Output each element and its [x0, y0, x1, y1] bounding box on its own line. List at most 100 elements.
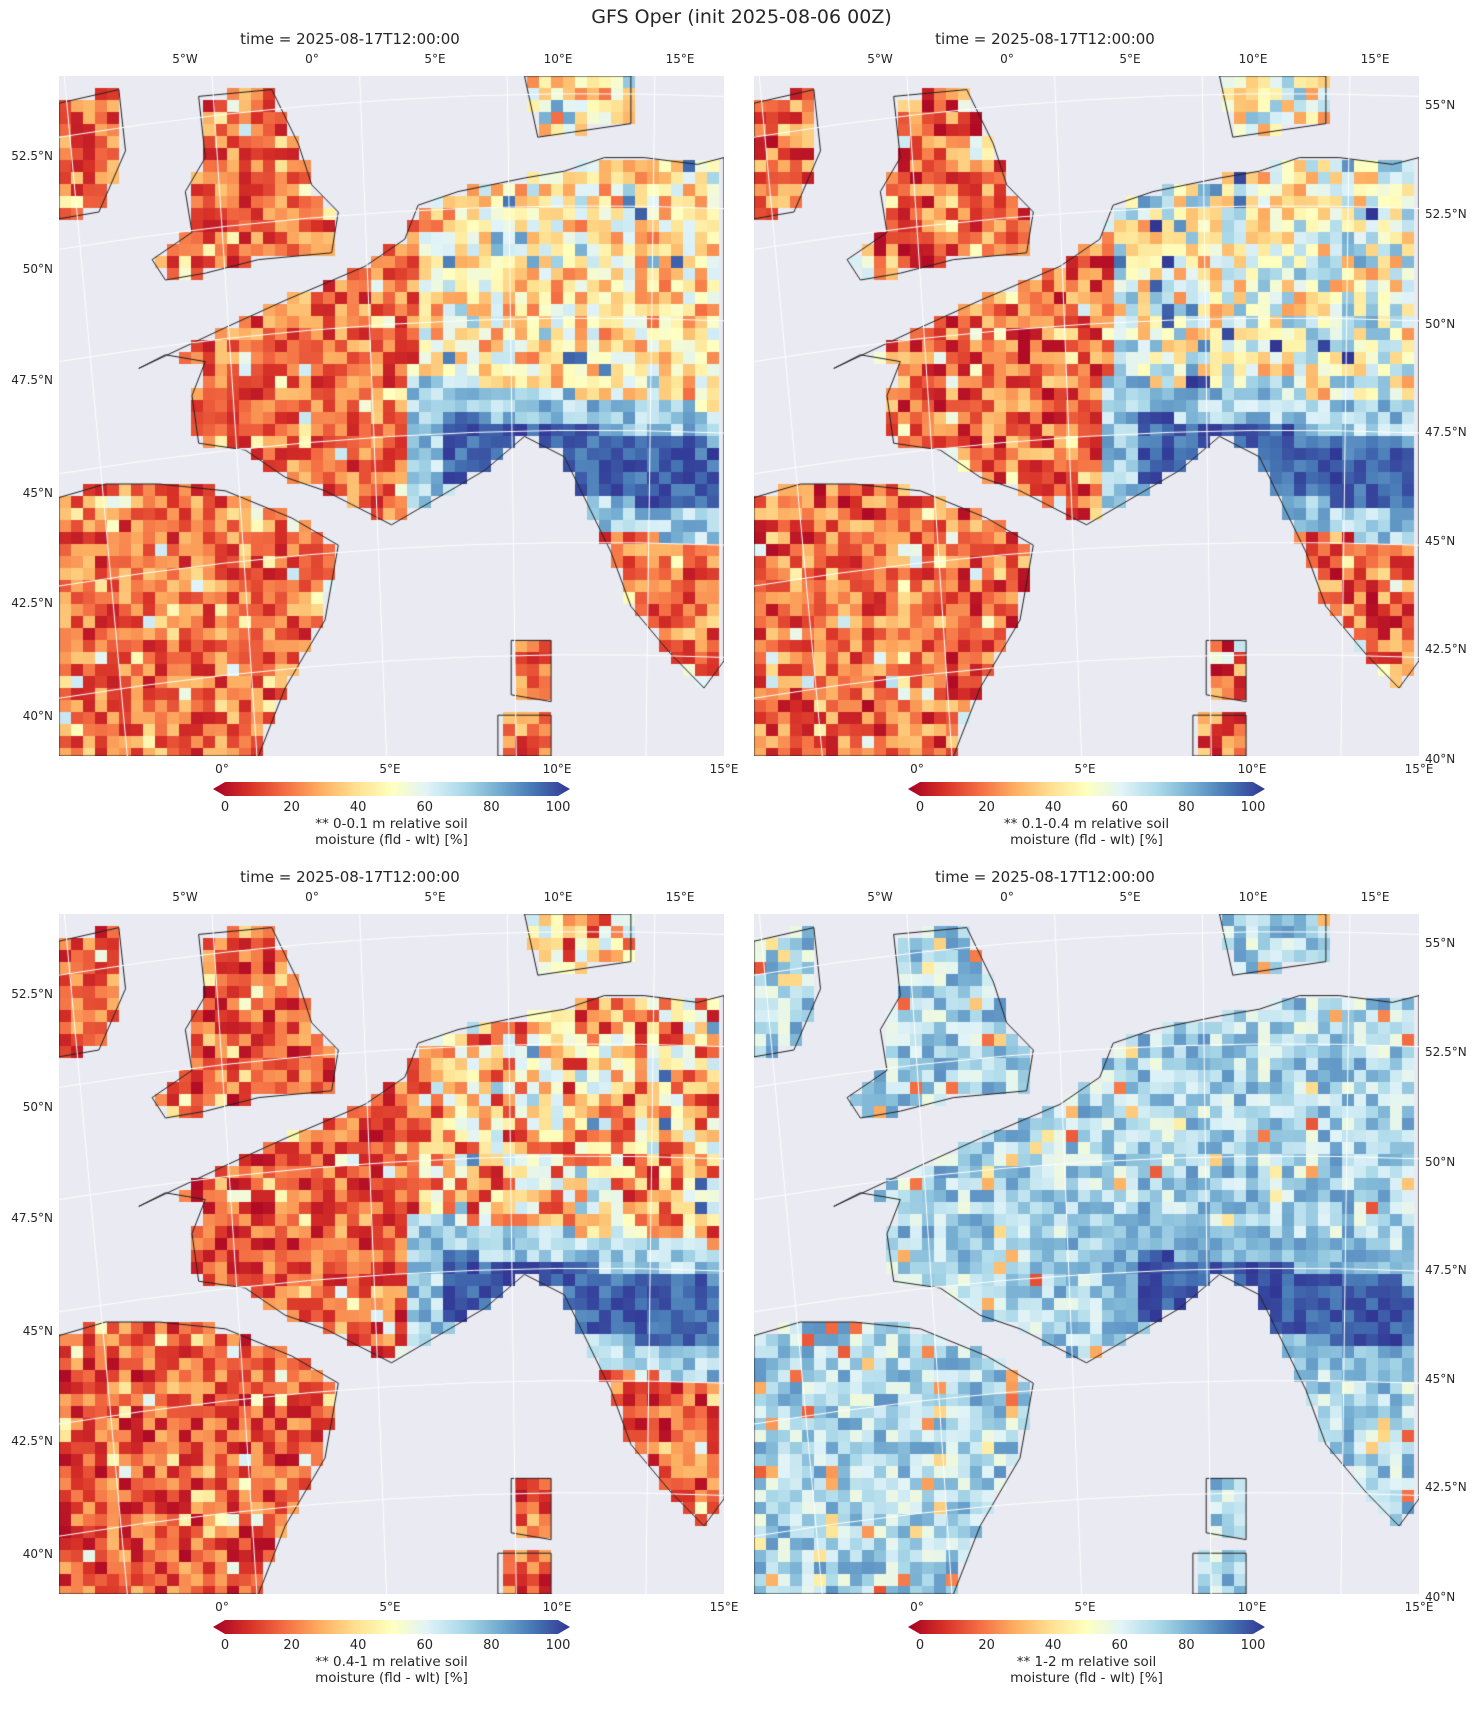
colorbar-gradient — [908, 1620, 1265, 1634]
colorbar-tick-label: 100 — [545, 800, 571, 815]
lat-label-left: 52.5°N — [11, 149, 53, 163]
lat-label-left: 45°N — [22, 1324, 53, 1338]
lon-label-top: 15°E — [665, 52, 695, 66]
lat-label-right: 45°N — [1425, 534, 1456, 548]
lon-label-top: 10°E — [543, 52, 573, 66]
colorbar-tick-label: 20 — [978, 800, 995, 815]
lon-label-top: 0° — [1000, 52, 1014, 66]
lon-label-bottom: 15°E — [1404, 762, 1434, 776]
lon-label-top: 15°E — [1360, 890, 1390, 904]
colorbar-tick-label: 40 — [1044, 1638, 1062, 1653]
lon-label-top: 5°W — [867, 52, 893, 66]
map-raster — [754, 76, 1419, 756]
colorbar-tick-label: 40 — [349, 1638, 367, 1653]
colorbar-tick-label: 100 — [545, 1638, 571, 1653]
lon-label-top: 10°E — [1238, 52, 1268, 66]
soil-moisture-map — [754, 76, 1419, 756]
panel-title: time = 2025-08-17T12:00:00 — [935, 30, 1155, 48]
lon-label-bottom: 0° — [215, 762, 229, 776]
colorbar-tick-label: 60 — [416, 1638, 434, 1653]
figure-title: GFS Oper (init 2025-08-06 00Z) — [591, 6, 892, 28]
lon-label-bottom: 15°E — [709, 1600, 739, 1614]
colorbar-label: ** 0.1-0.4 m relative soil moisture (fld … — [1003, 816, 1170, 848]
soil-moisture-map — [754, 914, 1419, 1594]
lat-label-left: 40°N — [22, 709, 53, 723]
colorbar — [908, 1620, 1265, 1634]
lon-label-bottom: 10°E — [542, 1600, 572, 1614]
lat-label-right: 52.5°N — [1425, 1045, 1467, 1059]
lon-label-bottom: 5°E — [1074, 762, 1096, 776]
colorbar-tick-label: 0 — [915, 1638, 925, 1653]
lat-label-left: 42.5°N — [11, 596, 53, 610]
map-panel: time = 2025-08-17T12:00:00 5°W 0° 5°E 10°E 15… — [0, 868, 738, 1698]
colorbar-tick-label: 80 — [483, 1638, 500, 1653]
lon-label-top: 15°E — [1360, 52, 1390, 66]
lon-label-bottom: 5°E — [1074, 1600, 1096, 1614]
colorbar-tick-label: 60 — [1111, 800, 1129, 815]
colorbar-label: ** 0-0.1 m relative soil moisture (fld - … — [315, 816, 468, 848]
lon-label-bottom: 15°E — [709, 762, 739, 776]
lat-label-right: 52.5°N — [1425, 207, 1467, 221]
map-raster — [59, 76, 724, 756]
lat-label-left: 40°N — [22, 1547, 53, 1561]
colorbar-gradient — [213, 1620, 570, 1634]
panel-title: time = 2025-08-17T12:00:00 — [240, 868, 460, 886]
map-raster — [59, 914, 724, 1594]
colorbar-tick-label: 20 — [283, 800, 300, 815]
lat-label-left: 50°N — [22, 262, 53, 276]
lat-label-left: 45°N — [22, 486, 53, 500]
colorbar-tick-label: 80 — [1178, 800, 1195, 815]
colorbar-label: ** 0.4-1 m relative soil moisture (fld - … — [315, 1654, 468, 1686]
lat-label-left: 52.5°N — [11, 987, 53, 1001]
lon-label-top: 5°E — [1119, 52, 1141, 66]
colorbar-tick-label: 20 — [283, 1638, 300, 1653]
lon-label-top: 0° — [305, 890, 319, 904]
lon-label-bottom: 0° — [215, 1600, 229, 1614]
lon-label-bottom: 0° — [910, 762, 924, 776]
colorbar-tick-label: 0 — [220, 1638, 230, 1653]
map-raster — [754, 914, 1419, 1594]
colorbar-tick-label: 40 — [349, 800, 367, 815]
lat-label-left: 50°N — [22, 1100, 53, 1114]
map-panel: time = 2025-08-17T12:00:00 5°W 0° 5°E 10°E 15… — [695, 30, 1467, 860]
colorbar-tick-label: 0 — [220, 800, 230, 815]
colorbar-tick-label: 80 — [483, 800, 500, 815]
map-panel: time = 2025-08-17T12:00:00 5°W 0° 5°E 10°E 15… — [0, 30, 738, 860]
soil-moisture-map — [59, 914, 724, 1594]
soil-moisture-map — [59, 76, 724, 756]
colorbar — [908, 782, 1265, 796]
colorbar-gradient — [908, 782, 1265, 796]
lat-label-right: 55°N — [1425, 936, 1456, 950]
lat-label-right: 42.5°N — [1425, 642, 1467, 656]
colorbar-label: ** 1-2 m relative soil moisture (fld - wl… — [1010, 1654, 1163, 1686]
lat-label-right: 55°N — [1425, 98, 1456, 112]
lon-label-top: 5°W — [172, 52, 198, 66]
lat-label-right: 45°N — [1425, 1372, 1456, 1386]
colorbar-tick-label: 20 — [978, 1638, 995, 1653]
lon-label-top: 10°E — [543, 890, 573, 904]
lat-label-right: 42.5°N — [1425, 1480, 1467, 1494]
colorbar-tick-label: 60 — [1111, 1638, 1129, 1653]
lat-label-right: 47.5°N — [1425, 425, 1467, 439]
lon-label-top: 5°W — [867, 890, 893, 904]
lon-label-bottom: 15°E — [1404, 1600, 1434, 1614]
panel-title: time = 2025-08-17T12:00:00 — [935, 868, 1155, 886]
lon-label-top: 5°E — [424, 890, 446, 904]
lon-label-bottom: 0° — [910, 1600, 924, 1614]
colorbar-tick-label: 0 — [915, 800, 925, 815]
lon-label-bottom: 5°E — [379, 1600, 401, 1614]
lon-label-bottom: 10°E — [1237, 1600, 1267, 1614]
lat-label-right: 47.5°N — [1425, 1263, 1467, 1277]
colorbar — [213, 782, 570, 796]
colorbar-gradient — [213, 782, 570, 796]
lat-label-left: 47.5°N — [11, 373, 53, 387]
lon-label-bottom: 10°E — [1237, 762, 1267, 776]
lon-label-top: 15°E — [665, 890, 695, 904]
lat-label-left: 47.5°N — [11, 1211, 53, 1225]
lat-label-right: 50°N — [1425, 317, 1456, 331]
lon-label-top: 5°E — [1119, 890, 1141, 904]
lon-label-bottom: 5°E — [379, 762, 401, 776]
lon-label-top: 5°E — [424, 52, 446, 66]
colorbar — [213, 1620, 570, 1634]
colorbar-tick-label: 40 — [1044, 800, 1062, 815]
